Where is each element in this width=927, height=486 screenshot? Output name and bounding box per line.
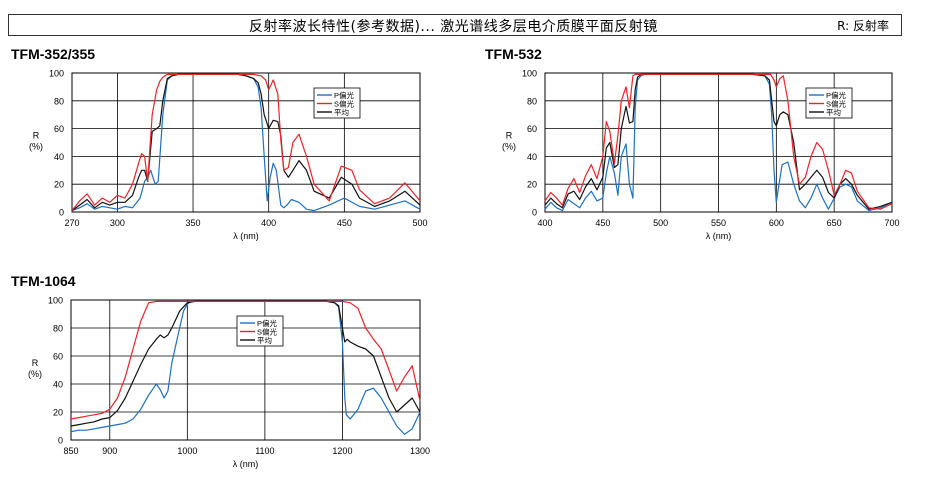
y-axis-label: R [32,358,39,368]
legend-label-p: P偏光 [826,90,847,100]
x-tick-label: 500 [412,218,427,228]
x-tick-label: 850 [63,446,78,456]
series-line-p [71,73,421,212]
y-axis-unit: (%) [28,369,42,379]
legend-label-avg: 平均 [826,107,841,117]
legend-label-s: S偏光 [257,327,278,337]
x-tick-label: 400 [261,218,276,228]
legend-box [313,87,361,119]
y-tick-label: 100 [522,69,537,79]
legend-label-avg: 平均 [334,107,349,117]
header-title: 反射率波长特性(参考数据)... 激光谱线多层电介质膜平面反射镜 [249,19,658,35]
header-legend-note: R: 反射率 [837,19,889,33]
x-tick-label: 600 [769,218,784,228]
legend-label-p: P偏光 [257,318,278,328]
x-tick-label: 300 [110,218,125,228]
y-tick-label: 0 [58,436,63,446]
y-tick-label: 20 [54,180,64,190]
y-axis-label: R [506,131,513,141]
x-tick-label: 450 [595,218,610,228]
plot-frame [70,299,421,441]
y-tick-label: 80 [54,96,64,106]
plot-frame [71,72,421,213]
x-tick-label: 900 [102,446,117,456]
x-tick-label: 1300 [410,446,430,456]
series-line-s [71,73,421,211]
x-tick-label: 270 [64,218,79,228]
y-axis-unit: (%) [29,142,43,152]
legend-label-s: S偏光 [826,99,847,109]
y-tick-label: 80 [53,324,63,334]
y-tick-label: 80 [527,96,537,106]
x-tick-label: 400 [537,218,552,228]
y-tick-label: 100 [48,296,63,306]
y-tick-label: 20 [53,408,63,418]
plot-frame [544,72,893,213]
x-tick-label: 1200 [332,446,352,456]
y-tick-label: 60 [53,352,63,362]
y-tick-label: 60 [527,124,537,134]
x-axis-label: λ (nm) [706,231,732,241]
chart-title-tfm-352: TFM-352/355 [11,46,96,62]
page-header: 反射率波长特性(参考数据)... 激光谱线多层电介质膜平面反射镜 R: 反射率 [8,14,902,36]
legend-label-avg: 平均 [257,335,272,345]
series-line-s [544,73,893,210]
y-tick-label: 100 [49,69,64,79]
y-tick-label: 40 [53,380,63,390]
x-tick-label: 550 [711,218,726,228]
x-tick-label: 500 [653,218,668,228]
x-tick-label: 450 [337,218,352,228]
y-tick-label: 20 [527,180,537,190]
x-tick-label: 1100 [255,446,274,456]
chart-title-tfm-1064: TFM-1064 [11,273,76,289]
series-line-avg [71,73,421,212]
chart-title-tfm-532: TFM-532 [485,46,542,62]
x-axis-label: λ (nm) [233,231,259,241]
series-line-s [70,300,421,420]
legend-label-p: P偏光 [334,90,355,100]
y-axis-unit: (%) [502,142,516,152]
x-tick-label: 350 [186,218,201,228]
y-tick-label: 0 [59,208,64,218]
y-tick-label: 40 [527,152,537,162]
x-axis-label: λ (nm) [233,459,259,469]
y-tick-label: 0 [532,208,537,218]
x-tick-label: 650 [827,218,842,228]
y-tick-label: 60 [54,124,64,134]
x-tick-label: 1000 [177,446,197,456]
y-tick-label: 40 [54,152,64,162]
x-tick-label: 700 [884,218,899,228]
legend-label-s: S偏光 [334,99,355,109]
y-axis-label: R [33,131,40,141]
